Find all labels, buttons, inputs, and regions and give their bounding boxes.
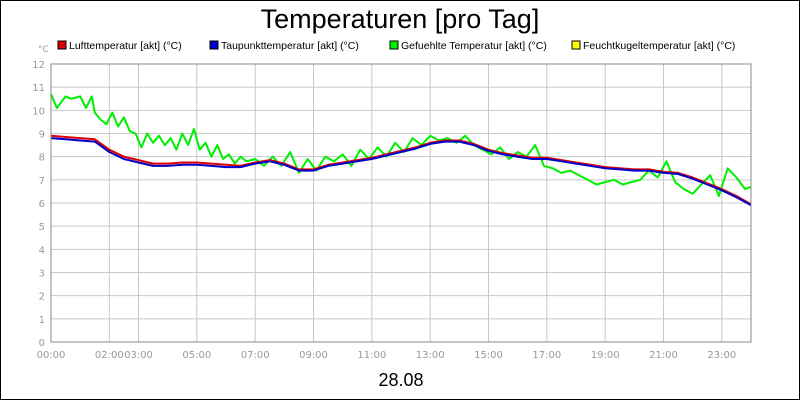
x-tick-label: 21:00 [649, 350, 678, 361]
date-label: 28.08 [378, 370, 423, 390]
x-tick-label: 07:00 [241, 350, 270, 361]
x-tick-label: 02:00 [95, 350, 124, 361]
legend-item: Feuchtkugeltemperatur [akt] (°C) [571, 40, 735, 52]
y-tick-label: 1 [39, 315, 45, 326]
y-tick-label: 12 [32, 60, 45, 71]
x-tick-label: 03:00 [124, 350, 153, 361]
legend-item: Lufttemperatur [akt] (°C) [57, 40, 182, 52]
legend-swatch [571, 40, 581, 50]
chart-title: Temperaturen [pro Tag] [261, 4, 540, 34]
y-tick-label: 2 [39, 292, 45, 303]
legend-label: Feuchtkugeltemperatur [akt] (°C) [583, 40, 735, 52]
y-axis-unit: °C [38, 45, 49, 55]
x-tick-label: 00:00 [37, 350, 66, 361]
grid-lines [51, 64, 751, 342]
legend-item: Gefuehlte Temperatur [akt] (°C) [389, 40, 547, 52]
x-tick-label: 19:00 [591, 350, 620, 361]
x-tick-label: 15:00 [474, 350, 503, 361]
y-tick-label: 0 [39, 338, 45, 349]
x-tick-label: 17:00 [532, 350, 561, 361]
legend-swatch [209, 40, 219, 50]
y-tick-label: 7 [39, 176, 45, 187]
x-tick-label: 23:00 [707, 350, 736, 361]
y-tick-label: 8 [39, 153, 45, 164]
legend-swatch [389, 40, 399, 50]
y-tick-label: 5 [39, 222, 45, 233]
legend: Lufttemperatur [akt] (°C) Taupunkttempera… [57, 40, 735, 52]
legend-swatch [57, 40, 67, 50]
x-tick-label: 11:00 [357, 350, 386, 361]
y-tick-label: 9 [39, 130, 45, 141]
plot-border [50, 63, 752, 343]
y-tick-label: 10 [32, 106, 45, 117]
x-tick-label: 13:00 [416, 350, 445, 361]
x-axis-ticks: 00:00 02:00 03:00 05:00 07:00 09:00 11:00 13:00… [37, 350, 737, 361]
x-tick-label: 09:00 [299, 350, 328, 361]
legend-item: Taupunkttemperatur [akt] (°C) [209, 40, 359, 52]
y-tick-label: 4 [39, 245, 45, 256]
series-line-2 [50, 137, 752, 207]
legend-label: Lufttemperatur [akt] (°C) [69, 40, 182, 52]
y-tick-label: 11 [32, 83, 45, 94]
y-tick-label: 6 [39, 199, 45, 210]
series-line-1 [50, 134, 752, 206]
y-tick-label: 3 [39, 269, 45, 280]
series-line-0 [50, 93, 752, 197]
legend-label: Gefuehlte Temperatur [akt] (°C) [401, 40, 547, 52]
series-lines [50, 93, 752, 207]
legend-label: Taupunkttemperatur [akt] (°C) [221, 40, 359, 52]
x-tick-label: 05:00 [182, 350, 211, 361]
